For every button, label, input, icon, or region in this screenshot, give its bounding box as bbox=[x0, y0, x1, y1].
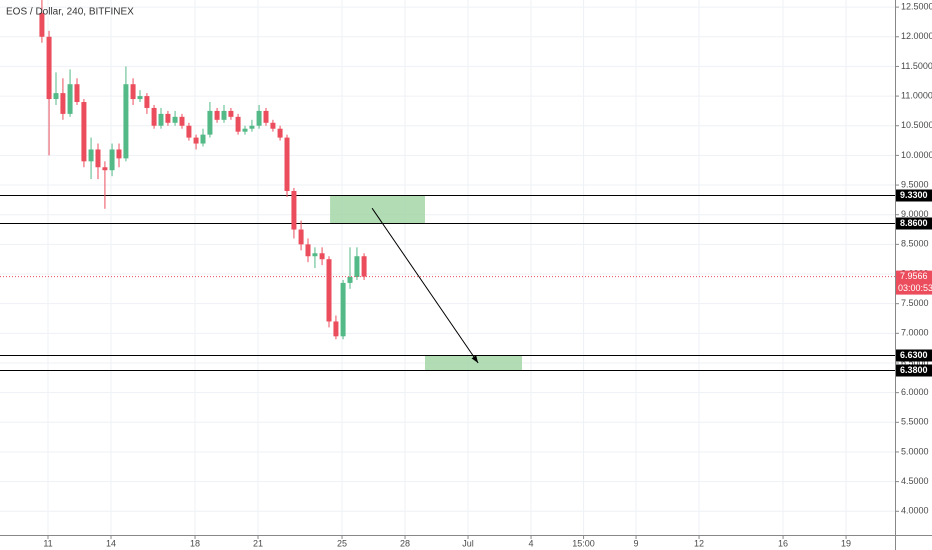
arrow-head bbox=[471, 355, 479, 363]
candle-body bbox=[88, 149, 94, 162]
level-label: 9.3300 bbox=[900, 190, 928, 200]
x-tick-label: 9 bbox=[634, 538, 639, 548]
last-price-box bbox=[896, 270, 932, 295]
candle-body bbox=[333, 321, 339, 337]
candle-body bbox=[312, 253, 318, 257]
candle-body bbox=[95, 149, 101, 168]
candle-body bbox=[235, 116, 241, 132]
x-tick-label: 12 bbox=[694, 538, 704, 548]
candle-body bbox=[291, 190, 297, 230]
candle-body bbox=[207, 110, 213, 135]
level-label: 8.8600 bbox=[900, 218, 928, 228]
candle-body bbox=[298, 229, 304, 245]
level-label-box bbox=[896, 189, 932, 202]
y-tick-label: 5.5000 bbox=[901, 417, 929, 427]
candle-body bbox=[151, 107, 157, 126]
level-label-box bbox=[896, 364, 932, 377]
candle-body bbox=[221, 110, 227, 120]
candle-body bbox=[102, 167, 108, 171]
candle-body bbox=[256, 110, 262, 126]
candle-body bbox=[354, 256, 360, 277]
candle-body bbox=[270, 122, 276, 129]
y-tick-label: 6.0000 bbox=[901, 387, 929, 397]
level-label: 6.3800 bbox=[900, 365, 928, 375]
y-tick-label: 4.5000 bbox=[901, 476, 929, 486]
candle-body bbox=[130, 84, 136, 100]
x-tick-label: 28 bbox=[400, 538, 410, 548]
y-tick-label: 5.0000 bbox=[901, 446, 929, 456]
candle-body bbox=[39, 13, 45, 37]
candle-body bbox=[81, 102, 87, 162]
level-label-box bbox=[896, 217, 932, 230]
candle-body bbox=[319, 253, 325, 260]
countdown-label: 03:00:53 bbox=[898, 283, 932, 293]
last-price-label: 7.9566 bbox=[900, 271, 928, 281]
arrow-line bbox=[371, 207, 479, 364]
candle-body bbox=[186, 125, 192, 138]
candle-body bbox=[172, 116, 178, 123]
candle-body bbox=[74, 84, 80, 103]
candle-body bbox=[46, 36, 52, 100]
y-tick-label: 7.5000 bbox=[901, 298, 929, 308]
candle-body bbox=[228, 110, 234, 117]
level-label-box bbox=[896, 349, 932, 362]
candle-body bbox=[305, 244, 311, 257]
candle-body bbox=[347, 276, 353, 283]
candle-body bbox=[123, 84, 129, 159]
candle-body bbox=[144, 96, 150, 108]
y-tick-label: 4.0000 bbox=[901, 506, 929, 516]
candle-body bbox=[60, 93, 66, 114]
y-tick-label: 11.0000 bbox=[901, 90, 932, 100]
candle-body bbox=[340, 282, 346, 337]
target-zone bbox=[330, 195, 425, 224]
candle-body bbox=[165, 113, 171, 123]
y-tick-label: 9.0000 bbox=[901, 209, 929, 219]
x-tick-label: 18 bbox=[190, 538, 200, 548]
y-tick-label: 7.0000 bbox=[901, 328, 929, 338]
candle-body bbox=[137, 96, 143, 100]
chart-title: EOS / Dollar, 240, BITFINEX bbox=[6, 7, 134, 18]
candle-body bbox=[53, 93, 59, 100]
candle-body bbox=[158, 113, 164, 126]
x-tick-label: 4 bbox=[529, 538, 534, 548]
y-tick-label: 10.0000 bbox=[901, 150, 932, 160]
x-tick-label: 21 bbox=[253, 538, 263, 548]
plot bbox=[0, 0, 895, 371]
x-tick-label: 15:00 bbox=[572, 538, 595, 548]
candle-body bbox=[200, 134, 206, 144]
x-tick-label: 19 bbox=[841, 538, 851, 548]
y-tick-label: 12.0000 bbox=[901, 31, 932, 41]
grid bbox=[0, 0, 895, 535]
candle-body bbox=[263, 110, 269, 123]
candle-body bbox=[361, 256, 367, 277]
x-tick-label: 25 bbox=[337, 538, 347, 548]
candle-body bbox=[109, 149, 115, 171]
candle-body bbox=[249, 125, 255, 129]
y-tick-label: 8.5000 bbox=[901, 239, 929, 249]
x-tick-label: 16 bbox=[778, 538, 788, 548]
target-zone bbox=[424, 355, 523, 371]
candle-body bbox=[277, 128, 283, 138]
candle-body bbox=[179, 116, 185, 126]
axes: 4.0000 4.5000 5.0000 5.5000 6.0000 6.5000 7.00… bbox=[43, 1, 932, 548]
x-tick-label: 11 bbox=[43, 538, 52, 548]
candle-body bbox=[326, 259, 332, 322]
candle-body bbox=[284, 137, 290, 191]
y-tick-label: 6.5000 bbox=[901, 357, 929, 367]
candle-body bbox=[214, 110, 220, 120]
y-tick-label: 10.5000 bbox=[901, 120, 932, 130]
y-tick-label: 9.5000 bbox=[901, 179, 929, 189]
y-tick-label: 12.5000 bbox=[901, 1, 932, 11]
x-tick-label: 14 bbox=[106, 538, 116, 548]
candle-body bbox=[116, 149, 122, 159]
level-label: 6.6300 bbox=[900, 350, 928, 360]
candle-body bbox=[242, 128, 248, 132]
y-tick-label: 11.5000 bbox=[901, 61, 932, 71]
candle-body bbox=[67, 84, 73, 114]
candle-body bbox=[193, 137, 199, 144]
x-tick-label: Jul bbox=[462, 538, 474, 548]
